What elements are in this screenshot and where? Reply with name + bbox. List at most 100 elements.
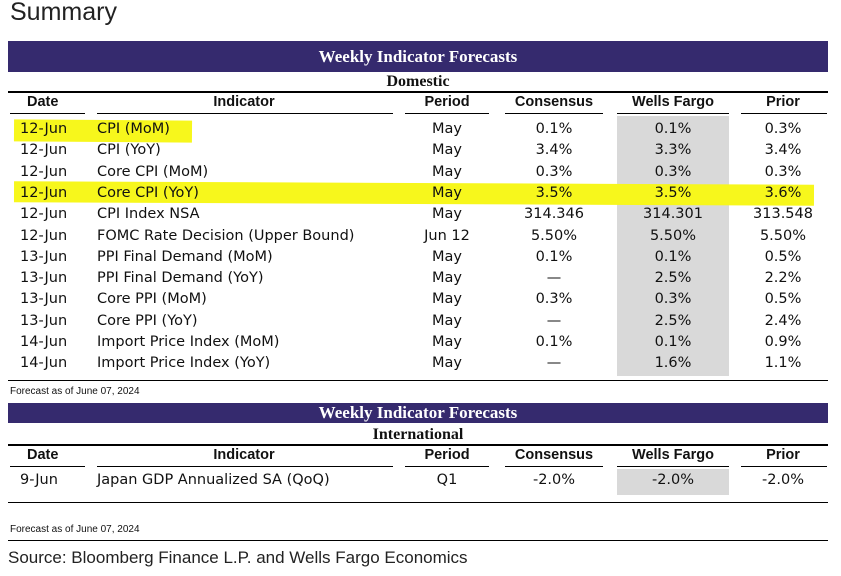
table-row: 12-Jun CPI (MoM) May 0.1% 0.1% 0.3% <box>0 121 841 142</box>
col-header-period: Period <box>424 94 470 110</box>
cell-period: Q1 <box>436 472 458 488</box>
cell-indicator: CPI (MoM) <box>97 121 170 137</box>
cell-period: May <box>432 355 462 372</box>
cell-wells-fargo: -2.0% <box>651 472 695 488</box>
cell-indicator: Core PPI (MoM) <box>97 291 207 308</box>
col-header-indicator: Indicator <box>213 94 275 110</box>
cell-consensus: 0.1% <box>535 248 573 265</box>
col-header-prior: Prior <box>766 94 800 110</box>
table-row: 12-Jun Core CPI (MoM) May 0.3% 0.3% 0.3% <box>0 164 841 185</box>
cell-prior: -2.0% <box>761 472 805 488</box>
cell-period: May <box>432 270 462 287</box>
cell-consensus: 3.5% <box>535 184 573 201</box>
table-row: 12-Jun FOMC Rate Decision (Upper Bound) Ju… <box>0 228 841 249</box>
cell-wells-fargo: 2.5% <box>654 270 692 287</box>
cell-consensus: 5.50% <box>530 227 578 244</box>
cell-wells-fargo: 5.50% <box>649 227 697 244</box>
table-row: 14-Jun Import Price Index (YoY) May — 1.6% 1.… <box>0 355 841 376</box>
table-row: 13-Jun Core PPI (YoY) May — 2.5% 2.4% <box>0 313 841 334</box>
cell-indicator: FOMC Rate Decision (Upper Bound) <box>97 227 355 244</box>
header-underline <box>741 113 827 114</box>
page-title: Summary <box>10 0 117 26</box>
table-row: 14-Jun Import Price Index (MoM) May 0.1% 0.1… <box>0 334 841 355</box>
cell-wells-fargo: 314.301 <box>643 206 703 223</box>
cell-consensus: 314.346 <box>524 206 584 223</box>
cell-consensus: 3.4% <box>535 142 573 159</box>
cell-prior: 0.9% <box>764 334 802 350</box>
cell-consensus: 0.3% <box>535 291 573 308</box>
cell-period: May <box>432 184 462 201</box>
cell-indicator: PPI Final Demand (MoM) <box>97 248 273 265</box>
cell-period: May <box>432 121 462 137</box>
cell-wells-fargo: 3.3% <box>654 142 692 159</box>
cell-consensus: 0.1% <box>535 334 573 350</box>
cell-period: Jun 12 <box>424 227 470 244</box>
header-underline <box>617 113 729 114</box>
divider <box>8 444 828 446</box>
cell-wells-fargo: 1.6% <box>654 355 692 372</box>
divider <box>8 502 828 503</box>
cell-date: 12-Jun <box>20 163 68 180</box>
cell-wells-fargo: 0.3% <box>654 163 692 180</box>
domestic-forecast-note: Forecast as of June 07, 2024 <box>10 386 140 397</box>
cell-prior: 3.6% <box>764 184 802 201</box>
cell-period: May <box>432 334 462 350</box>
cell-consensus: 0.1% <box>535 121 573 137</box>
cell-wells-fargo: 0.1% <box>654 121 692 137</box>
cell-indicator: Core CPI (MoM) <box>97 163 209 180</box>
divider <box>8 380 828 381</box>
header-underline <box>617 466 729 467</box>
cell-date: 12-Jun <box>20 142 68 159</box>
cell-period: May <box>432 206 462 223</box>
cell-date: 12-Jun <box>20 206 68 223</box>
international-forecast-note: Forecast as of June 07, 2024 <box>10 524 140 535</box>
header-underline <box>405 466 489 467</box>
table-row: 13-Jun PPI Final Demand (MoM) May 0.1% 0.1% 0… <box>0 249 841 270</box>
cell-prior: 2.2% <box>764 270 802 287</box>
cell-indicator: CPI Index NSA <box>97 206 200 223</box>
cell-consensus: — <box>546 355 562 372</box>
col-header-consensus: Consensus <box>514 94 594 110</box>
table-row: 9-Jun Japan GDP Annualized SA (QoQ) Q1 -2.0… <box>0 472 841 493</box>
cell-period: May <box>432 248 462 265</box>
wells-fargo-column-shade <box>617 469 729 495</box>
cell-indicator: PPI Final Demand (YoY) <box>97 270 264 287</box>
cell-prior: 0.5% <box>764 291 802 308</box>
domestic-section-title: Domestic <box>386 73 450 90</box>
cell-prior: 0.3% <box>764 163 802 180</box>
cell-period: May <box>432 312 462 329</box>
cell-indicator: CPI (YoY) <box>97 142 161 159</box>
cell-indicator: Core PPI (YoY) <box>97 312 198 329</box>
header-underline <box>10 466 85 467</box>
header-underline <box>505 113 603 114</box>
table-row: 12-Jun CPI Index NSA May 314.346 314.301 313.… <box>0 206 841 227</box>
cell-date: 12-Jun <box>20 227 68 244</box>
col-header-date: Date <box>27 94 59 110</box>
cell-consensus: 0.3% <box>535 163 573 180</box>
cell-wells-fargo: 3.5% <box>654 184 692 201</box>
cell-indicator: Import Price Index (YoY) <box>97 355 271 372</box>
cell-wells-fargo: 2.5% <box>654 312 692 329</box>
header-underline <box>405 113 489 114</box>
cell-prior: 313.548 <box>753 206 813 223</box>
divider <box>8 540 828 541</box>
cell-consensus: -2.0% <box>532 472 576 488</box>
cell-prior: 3.4% <box>764 142 802 159</box>
cell-period: May <box>432 291 462 308</box>
col-header-date: Date <box>27 447 59 463</box>
cell-indicator: Core CPI (YoY) <box>97 184 199 201</box>
cell-consensus: — <box>546 312 562 329</box>
cell-date: 9-Jun <box>20 472 58 488</box>
international-section-title: International <box>372 426 464 443</box>
col-header-prior: Prior <box>766 447 800 463</box>
cell-period: May <box>432 142 462 159</box>
cell-date: 12-Jun <box>20 121 68 137</box>
col-header-wells-fargo: Wells Fargo <box>632 447 714 463</box>
cell-date: 14-Jun <box>20 355 68 372</box>
source-note: Source: Bloomberg Finance L.P. and Wells… <box>8 548 468 567</box>
cell-date: 13-Jun <box>20 312 68 329</box>
header-underline <box>505 466 603 467</box>
cell-indicator: Japan GDP Annualized SA (QoQ) <box>97 472 330 488</box>
cell-prior: 0.5% <box>764 248 802 265</box>
cell-prior: 1.1% <box>764 355 802 372</box>
